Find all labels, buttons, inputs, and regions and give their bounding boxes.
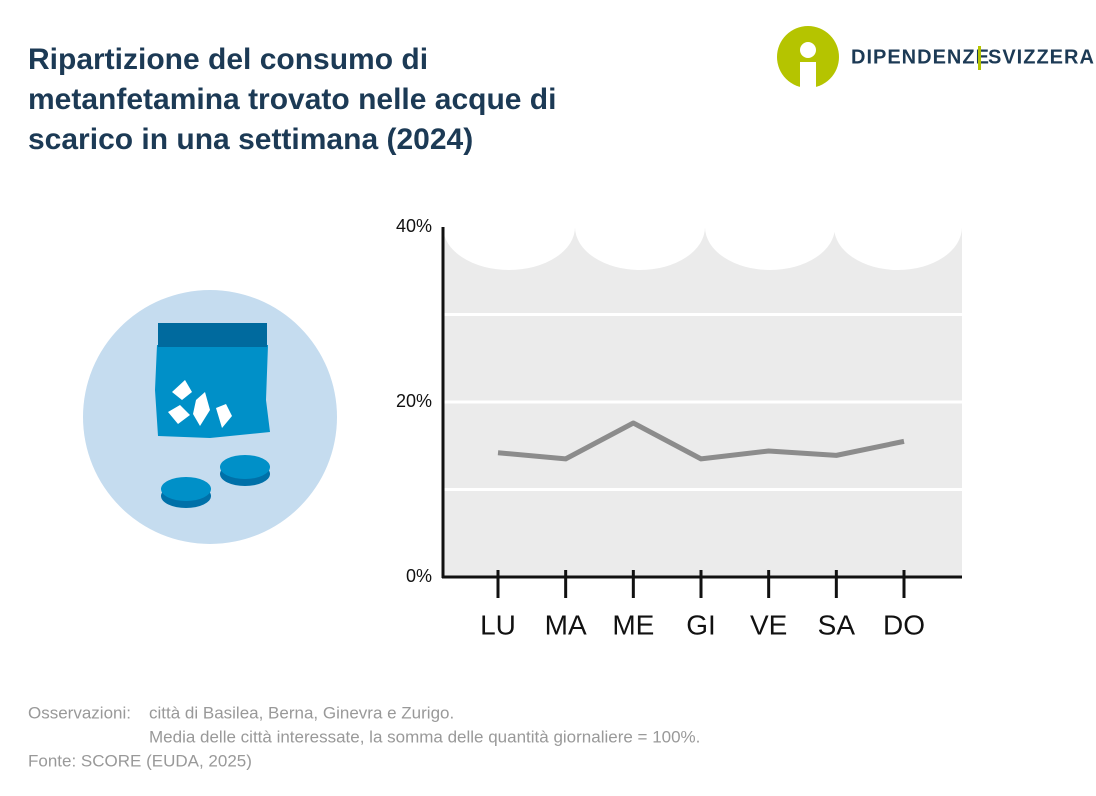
chart-title: Ripartizione del consumo di metanfetamin… (28, 43, 557, 156)
source: Fonte: SCORE (EUDA, 2025) (28, 751, 252, 770)
icon-crystals (168, 380, 232, 428)
x-tick-label: ME (612, 609, 654, 640)
plot (443, 313, 962, 491)
y-tick-label: 40% (396, 216, 432, 236)
x-tick-label: LU (480, 609, 516, 640)
logo-mark (800, 62, 816, 88)
y-tick-label: 0% (406, 566, 432, 586)
wave (705, 184, 835, 270)
x-tick-label: GI (686, 609, 716, 640)
x-tick-label: SA (818, 609, 856, 640)
x-tick-label: DO (883, 609, 925, 640)
note: Media delle città interessate, la somma … (149, 727, 700, 746)
data-line (497, 420, 905, 462)
x-tick-label: MA (545, 609, 587, 640)
note: città di Basilea, Berna, Ginevra e Zurig… (149, 703, 454, 722)
waves (443, 184, 962, 270)
logo-separator (978, 46, 981, 70)
icon-pill (161, 477, 211, 501)
y-tick-label: 20% (396, 391, 432, 411)
icon-bag (155, 345, 270, 438)
icon-bag-top (158, 323, 267, 347)
icon-pill (220, 455, 270, 479)
wave (575, 184, 705, 270)
logo-text: SVIZZERA (988, 46, 1095, 68)
logo-text: DIPENDENZE (851, 46, 990, 68)
wave (443, 184, 575, 270)
logo-mark (800, 42, 816, 58)
note-label: Osservazioni: (28, 703, 131, 722)
wave (834, 184, 962, 270)
x-tick-label: VE (750, 609, 787, 640)
